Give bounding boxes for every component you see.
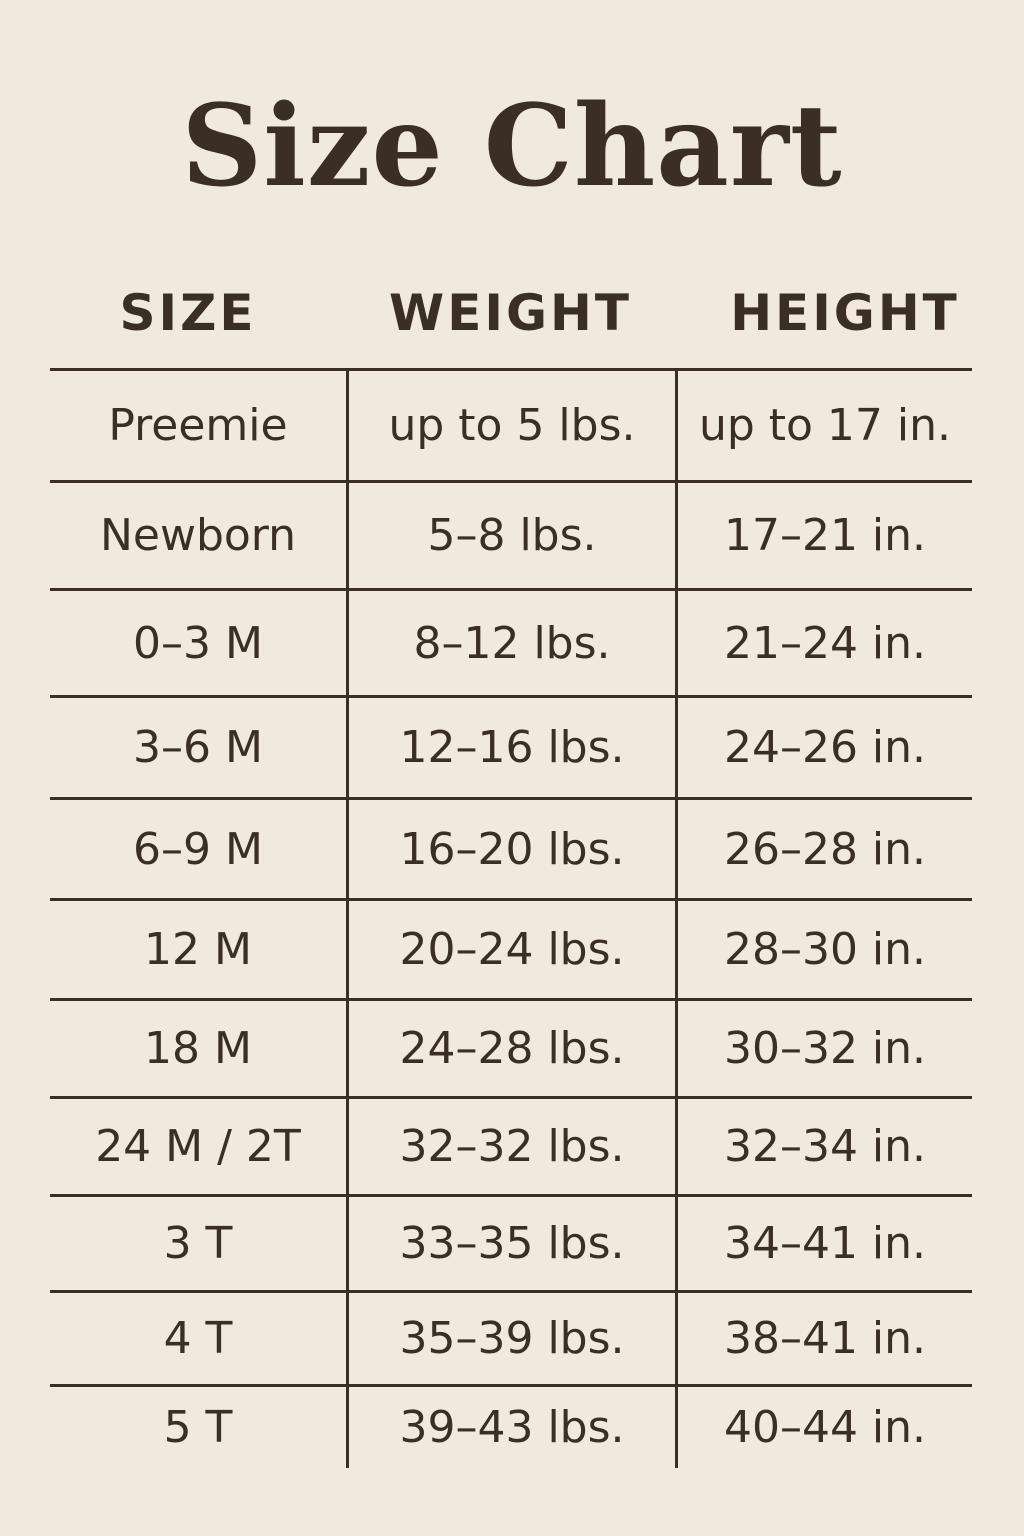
size-cell: 5 T [163, 1402, 233, 1453]
table-row: 0–3 M 8–12 lbs. 21–24 in. [50, 588, 972, 695]
weight-cell: 39–43 lbs. [346, 1387, 675, 1468]
table-row: 12 M 20–24 lbs. 28–30 in. [50, 898, 972, 998]
size-cell: 3 T [163, 1218, 233, 1269]
height-cell: 17–21 in. [675, 483, 972, 588]
size-cell: 24 M / 2T [95, 1121, 301, 1172]
header-weight: WEIGHT [389, 284, 632, 342]
weight-cell: 20–24 lbs. [346, 901, 675, 998]
size-table: Preemie up to 5 lbs. up to 17 in. Newborn 5–… [50, 368, 972, 1468]
weight-cell: 35–39 lbs. [346, 1293, 675, 1384]
height-cell: 38–41 in. [675, 1293, 972, 1384]
table-row: 6–9 M 16–20 lbs. 26–28 in. [50, 797, 972, 898]
table-row: 3–6 M 12–16 lbs. 24–26 in. [50, 695, 972, 797]
weight-cell: up to 5 lbs. [346, 371, 675, 480]
weight-cell: 33–35 lbs. [346, 1197, 675, 1290]
size-cell: 3–6 M [133, 722, 263, 773]
weight-cell: 32–32 lbs. [346, 1099, 675, 1194]
height-cell: up to 17 in. [675, 371, 972, 480]
weight-cell: 24–28 lbs. [346, 1001, 675, 1096]
table-row: 24 M / 2T 32–32 lbs. 32–34 in. [50, 1096, 972, 1194]
page-title: Size Chart [181, 81, 843, 212]
table-row: 18 M 24–28 lbs. 30–32 in. [50, 998, 972, 1096]
table-row: 4 T 35–39 lbs. 38–41 in. [50, 1290, 972, 1384]
height-cell: 24–26 in. [675, 698, 972, 797]
size-cell: Newborn [99, 510, 297, 561]
height-cell: 26–28 in. [675, 800, 972, 898]
size-cell: 4 T [163, 1313, 233, 1364]
table-row: Newborn 5–8 lbs. 17–21 in. [50, 480, 972, 588]
header-height: HEIGHT [730, 284, 960, 342]
table-row: Preemie up to 5 lbs. up to 17 in. [50, 368, 972, 480]
weight-cell: 12–16 lbs. [346, 698, 675, 797]
size-cell: 12 M [144, 924, 252, 975]
header-size: SIZE [119, 284, 257, 342]
size-cell: 18 M [144, 1023, 252, 1074]
height-cell: 40–44 in. [675, 1387, 972, 1468]
weight-cell: 8–12 lbs. [346, 591, 675, 695]
height-cell: 32–34 in. [675, 1099, 972, 1194]
height-cell: 34–41 in. [675, 1197, 972, 1290]
height-cell: 21–24 in. [675, 591, 972, 695]
size-cell: 0–3 M [133, 617, 263, 669]
size-cell: Preemie [108, 400, 288, 451]
table-row: 5 T 39–43 lbs. 40–44 in. [50, 1384, 972, 1468]
size-cell: 6–9 M [133, 823, 263, 875]
weight-cell: 16–20 lbs. [346, 800, 675, 898]
weight-cell: 5–8 lbs. [346, 483, 675, 588]
height-cell: 28–30 in. [675, 901, 972, 998]
table-row: 3 T 33–35 lbs. 34–41 in. [50, 1194, 972, 1290]
height-cell: 30–32 in. [675, 1001, 972, 1096]
